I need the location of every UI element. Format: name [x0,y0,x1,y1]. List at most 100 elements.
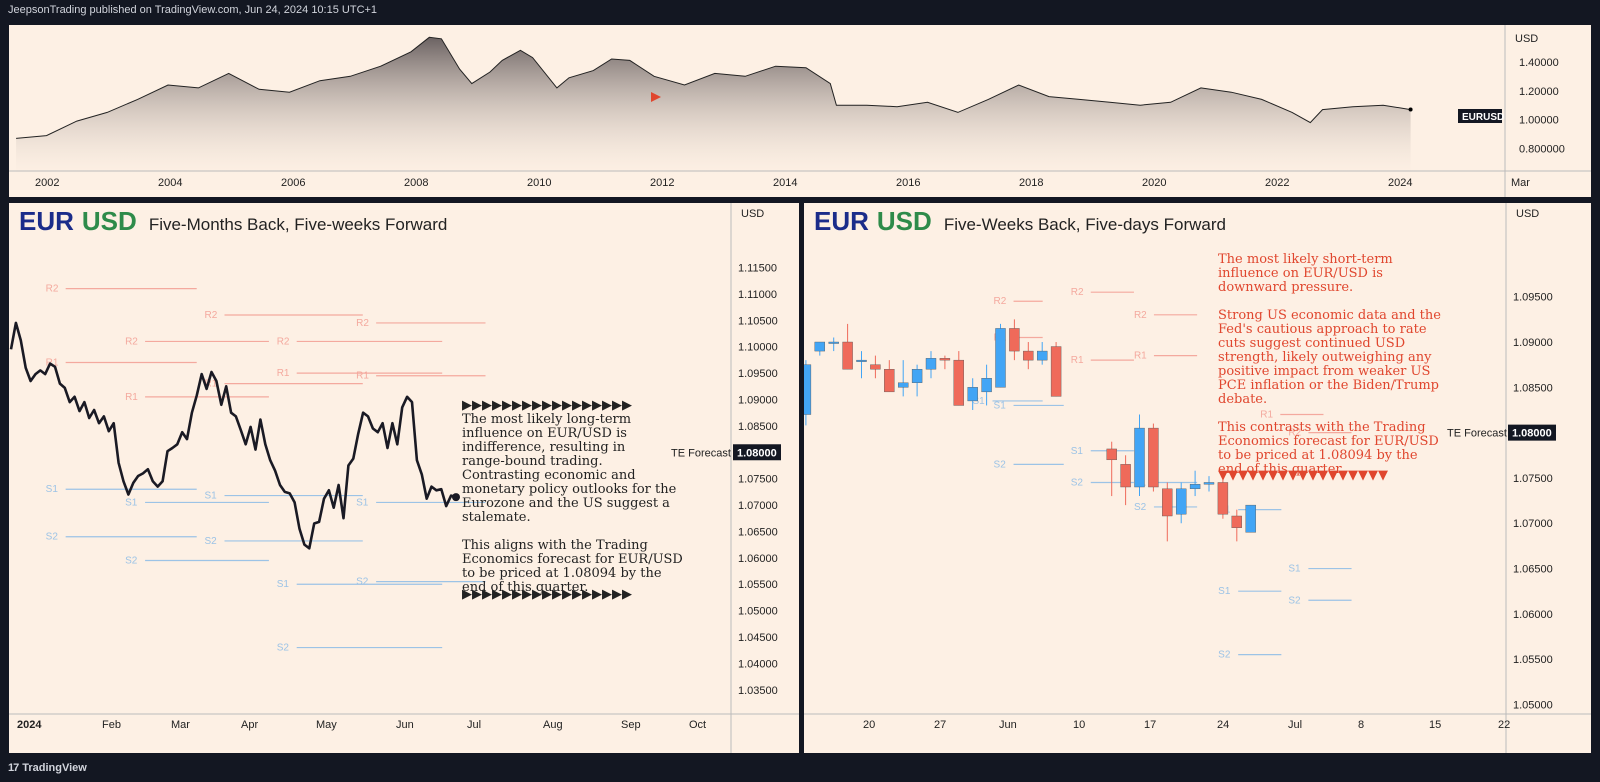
candle-body [1036,350,1048,361]
pivot-level-label: S2 [125,555,138,566]
left-note: The most likely long-term influence on E… [462,412,683,595]
overview-y-tick: 1.40000 [1519,57,1559,69]
pivot-level-label: S1 [1288,564,1301,575]
overview-x-tick: 2020 [1142,177,1166,189]
left-y-tick: 1.05500 [738,579,778,591]
candle-up [1036,342,1048,365]
left-x-tick: Feb [102,719,121,731]
candle-body [967,387,978,402]
right-chart[interactable]: USD EUR USD Five-Weeks Back, Five-days Forw… [804,203,1591,753]
candle-up [995,323,1006,388]
left-y-tick: 1.06500 [738,526,778,538]
pivot-level-label: R2 [356,318,369,329]
left-title-base: EUR [19,206,74,236]
left-x-tick: 2024 [17,719,42,731]
right-y-tick: 1.09000 [1513,337,1553,349]
candle-down [1009,319,1020,361]
tradingview-logo: 17 [8,762,19,774]
left-y-tick: 1.07000 [738,500,778,512]
overview-y-tick: 0.800000 [1519,144,1565,156]
candle-up [828,337,839,352]
left-title: EUR USD Five-Months Back, Five-weeks Forwa… [19,206,447,236]
pivot-level-label: R1 [277,368,290,379]
candle-up [856,351,867,379]
last-price-dot [452,493,460,502]
pivot-level-label: R2 [1134,310,1147,321]
candle-up [1176,482,1187,524]
right-forecast-label: TE Forecast [1447,428,1507,440]
overview-x-tick: 2006 [281,177,305,189]
candle-down [1148,423,1159,492]
right-title-quote: USD [877,206,932,236]
overview-panel[interactable]: USD 1.40000 1.20000 1.00000 0.800000 EURUSD 20… [9,25,1591,197]
candle-body [1231,515,1242,528]
left-x-tick: Jun [396,719,414,731]
right-y-tick: 1.05000 [1513,699,1553,711]
pivot-level-label: S1 [46,484,59,495]
tradingview-footer[interactable]: 17 TradingView [8,762,87,774]
left-y-tick: 1.05000 [738,606,778,618]
pivot-level-label: S2 [1288,595,1301,606]
left-y-tick: 1.08500 [738,421,778,433]
candle-body [1203,482,1215,485]
overview-x-tick: 2024 [1388,177,1412,189]
candle-up [814,341,826,356]
pivot-level-label: S2 [205,536,218,547]
overview-y-tick: 1.00000 [1519,115,1559,127]
left-x-tick: Apr [241,719,258,731]
candle-up [897,360,909,397]
left-chart[interactable]: USD EUR USD Five-Months Back, Five-weeks Fo… [9,203,799,753]
candle-up [911,364,923,397]
candle-up [1203,476,1215,492]
candle-body [995,328,1006,388]
right-chart-panel[interactable]: USD EUR USD Five-Weeks Back, Five-days Forw… [804,203,1591,753]
right-x-tick: 20 [863,719,875,731]
pivot-level-label: S2 [277,643,290,654]
candle-down [1231,509,1242,542]
overview-x-tick: 2012 [650,177,674,189]
right-y-tick: 1.06000 [1513,609,1553,621]
left-x-tick: Sep [621,719,641,731]
pivot-level-label: S2 [994,459,1007,470]
left-y-tick: 1.07500 [738,474,778,486]
left-y-tick: 1.10500 [738,315,778,327]
left-x-tick: Mar [171,719,190,731]
pivot-level-label: R2 [1071,287,1084,298]
candle-body [911,369,923,383]
right-x-tick: 10 [1073,719,1085,731]
right-y-tick: 1.05500 [1513,654,1553,666]
pivot-level-label: S2 [1071,477,1084,488]
left-chart-panel[interactable]: USD EUR USD Five-Months Back, Five-weeks Fo… [9,203,799,753]
right-y-tick: 1.07000 [1513,518,1553,530]
left-currency: USD [741,208,764,220]
pivot-level-label: S2 [356,577,369,588]
candle-body [1217,482,1229,515]
right-x-tick: 15 [1429,719,1441,731]
overview-y-tick: 1.20000 [1519,86,1559,98]
overview-chart[interactable]: USD 1.40000 1.20000 1.00000 0.800000 EURUSD 20… [9,25,1591,197]
candle-body [953,359,965,406]
candle-down [1050,342,1062,397]
right-title: EUR USD Five-Weeks Back, Five-days Forward [814,206,1226,236]
pivot-level-label: S1 [972,396,985,407]
price-line [9,321,457,550]
pivot-level-label: S2 [1134,502,1147,513]
right-note: The most likely short-term influence on … [1218,252,1441,477]
pivot-level-label: R1 [1134,351,1147,362]
pivot-level-label: R2 [125,336,138,347]
right-forecast-tag-bg [1508,424,1556,441]
right-title-base: EUR [814,206,869,236]
pivot-level-label: R1 [125,392,138,403]
pivot-level-label: R2 [46,284,59,295]
candle-body [828,341,839,344]
pivot-level-label: S1 [277,579,290,590]
left-note-arrows-top: ▶▶▶▶▶▶▶▶▶▶▶▶▶▶▶▶▶ [462,398,632,413]
right-subtitle: Five-Weeks Back, Five-days Forward [944,215,1226,234]
candle-up [925,351,937,379]
candle-down [870,355,881,379]
candle-down [939,355,951,370]
left-x-tick: Jul [467,719,481,731]
candle-body [1148,427,1159,488]
pivot-level-label: R1 [1071,355,1084,366]
overview-marker [651,92,661,102]
